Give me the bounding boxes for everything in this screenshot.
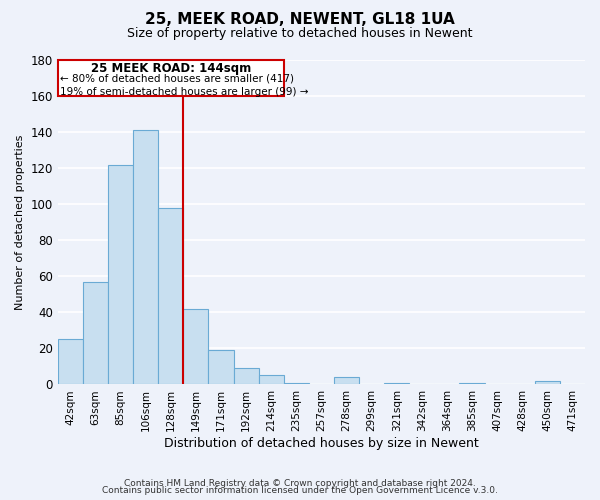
Bar bbox=[184, 309, 208, 384]
Text: 25, MEEK ROAD, NEWENT, GL18 1UA: 25, MEEK ROAD, NEWENT, GL18 1UA bbox=[145, 12, 455, 28]
Bar bbox=[535, 381, 560, 384]
Text: Contains HM Land Registry data © Crown copyright and database right 2024.: Contains HM Land Registry data © Crown c… bbox=[124, 478, 476, 488]
Bar bbox=[384, 382, 409, 384]
Bar bbox=[133, 130, 158, 384]
Text: ← 80% of detached houses are smaller (417): ← 80% of detached houses are smaller (41… bbox=[61, 74, 295, 84]
Text: Size of property relative to detached houses in Newent: Size of property relative to detached ho… bbox=[127, 28, 473, 40]
Bar bbox=[208, 350, 233, 384]
Bar bbox=[108, 164, 133, 384]
Bar bbox=[259, 376, 284, 384]
Bar bbox=[83, 282, 108, 385]
Text: 19% of semi-detached houses are larger (99) →: 19% of semi-detached houses are larger (… bbox=[61, 86, 309, 97]
Bar bbox=[334, 377, 359, 384]
Bar bbox=[233, 368, 259, 384]
Bar bbox=[58, 60, 284, 96]
Bar bbox=[284, 382, 309, 384]
Bar bbox=[58, 340, 83, 384]
Bar bbox=[158, 208, 184, 384]
Text: Contains public sector information licensed under the Open Government Licence v.: Contains public sector information licen… bbox=[102, 486, 498, 495]
X-axis label: Distribution of detached houses by size in Newent: Distribution of detached houses by size … bbox=[164, 437, 479, 450]
Text: 25 MEEK ROAD: 144sqm: 25 MEEK ROAD: 144sqm bbox=[91, 62, 251, 74]
Bar bbox=[460, 382, 485, 384]
Y-axis label: Number of detached properties: Number of detached properties bbox=[15, 134, 25, 310]
